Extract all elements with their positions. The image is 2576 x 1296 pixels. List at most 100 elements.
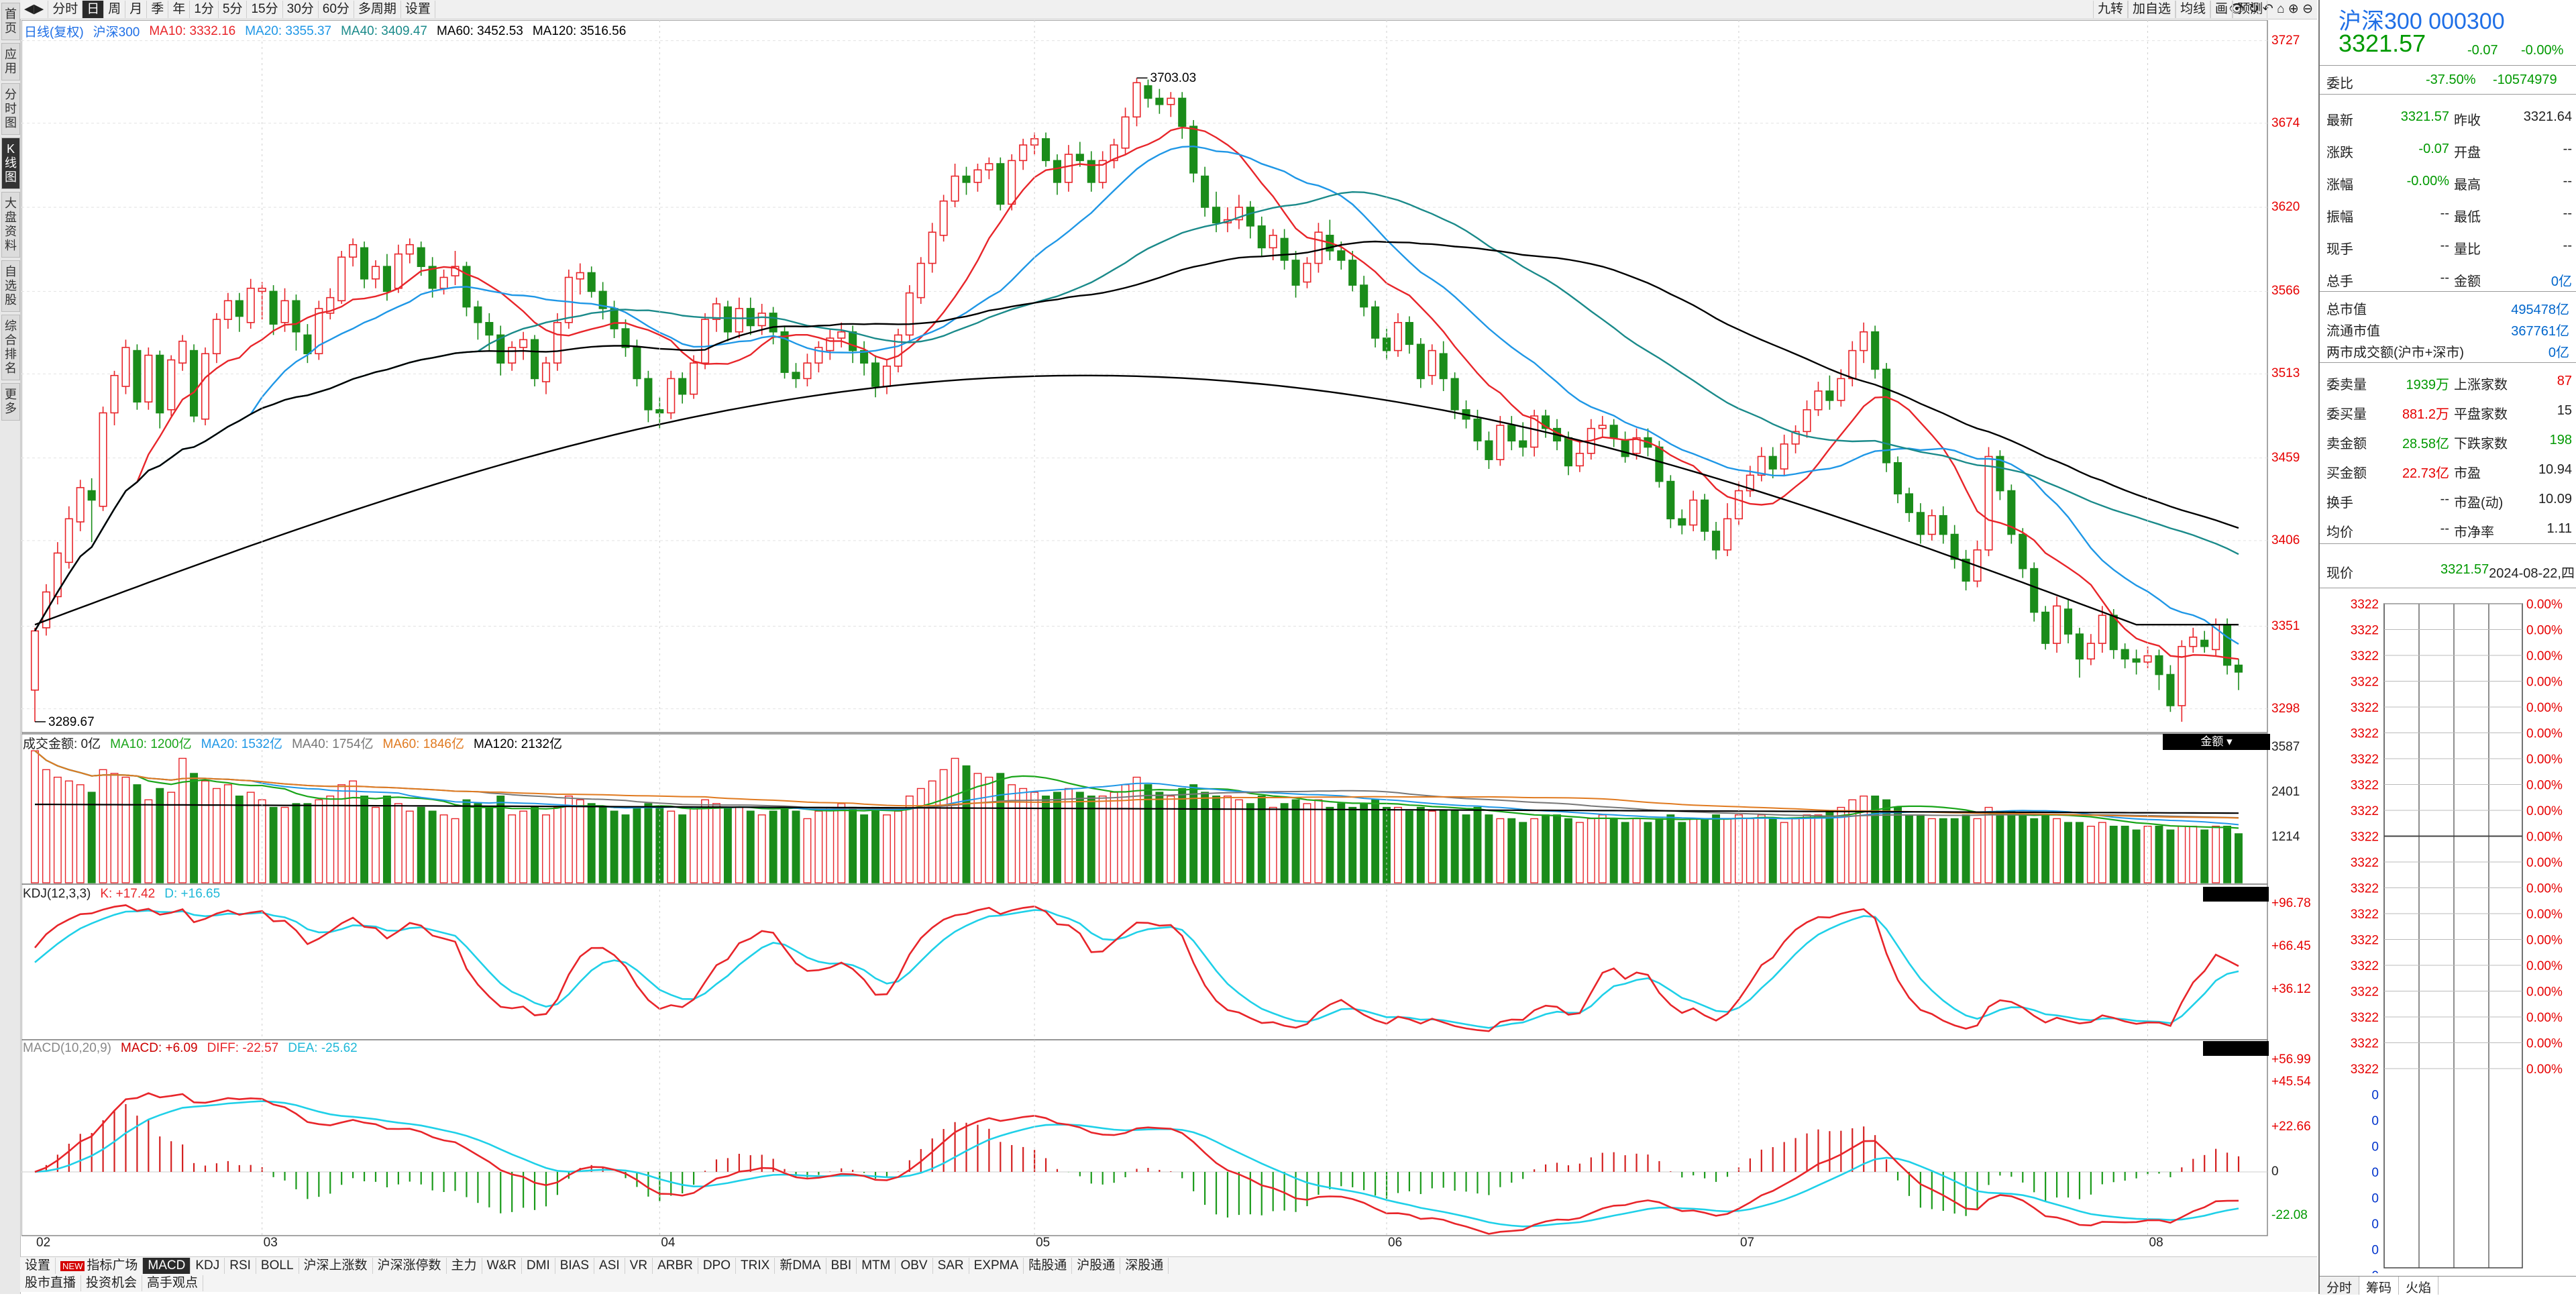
panel-tab-1[interactable]: 筹码 xyxy=(2359,1277,2400,1295)
candle[interactable] xyxy=(1189,119,1198,182)
period-tab-8[interactable]: 15分 xyxy=(247,1,283,18)
indicator-tab-12[interactable]: ASI xyxy=(594,1258,625,1274)
candle[interactable] xyxy=(951,163,959,207)
candle[interactable] xyxy=(1314,223,1323,273)
candle[interactable] xyxy=(792,363,800,388)
candle[interactable] xyxy=(1893,456,1902,504)
candle[interactable] xyxy=(2007,484,2016,544)
candle[interactable] xyxy=(2019,528,2027,578)
candle[interactable] xyxy=(1519,422,1527,457)
candle[interactable] xyxy=(519,331,528,360)
candle[interactable] xyxy=(1075,142,1084,167)
sidebar-tab-2[interactable]: 分时图 xyxy=(1,83,20,135)
indicator-tab-18[interactable]: BBI xyxy=(826,1258,857,1274)
candle[interactable] xyxy=(2063,600,2073,644)
candle[interactable] xyxy=(1348,251,1357,292)
candle[interactable] xyxy=(1485,431,1493,470)
candle[interactable] xyxy=(1598,416,1607,438)
candle[interactable] xyxy=(53,542,62,605)
nav-arrows-icon[interactable]: ◀▶ xyxy=(20,1,49,18)
candle[interactable] xyxy=(156,350,164,429)
candle[interactable] xyxy=(201,347,210,426)
candle[interactable] xyxy=(610,301,619,339)
toolbar-right-item-0[interactable]: 九转 xyxy=(2093,1,2129,18)
candle[interactable] xyxy=(1416,338,1425,388)
candle[interactable] xyxy=(1689,490,1698,531)
candle[interactable] xyxy=(553,313,561,371)
sidebar-tab-1[interactable]: 应用 xyxy=(1,43,20,80)
period-tab-7[interactable]: 5分 xyxy=(219,1,248,18)
candle[interactable] xyxy=(2178,640,2186,722)
indicator-tab-10[interactable]: DMI xyxy=(522,1258,555,1274)
candle[interactable] xyxy=(564,269,573,329)
candle[interactable] xyxy=(598,282,607,320)
candle[interactable] xyxy=(1132,78,1141,127)
indicator-tab-1[interactable]: NEW 指标广场 xyxy=(56,1258,144,1274)
period-tab-11[interactable]: 多周期 xyxy=(354,1,401,18)
candle[interactable] xyxy=(1996,450,2004,500)
candle[interactable] xyxy=(1780,434,1788,476)
candle[interactable] xyxy=(1530,409,1539,457)
indicator-tab-21[interactable]: SAR xyxy=(933,1258,969,1274)
candle[interactable] xyxy=(1837,369,1845,407)
candle[interactable] xyxy=(1860,322,1868,364)
candle[interactable] xyxy=(2041,606,2050,650)
candle[interactable] xyxy=(1916,503,1925,544)
candle[interactable] xyxy=(2086,634,2095,665)
candle[interactable] xyxy=(508,341,517,371)
candle[interactable] xyxy=(315,301,323,360)
candle[interactable] xyxy=(678,372,687,404)
candle[interactable] xyxy=(1632,428,1641,460)
candle[interactable] xyxy=(1360,276,1368,317)
candle[interactable] xyxy=(87,478,96,543)
candle[interactable] xyxy=(860,341,869,376)
candle[interactable] xyxy=(212,313,221,364)
candle[interactable] xyxy=(1303,257,1311,288)
candle[interactable] xyxy=(973,163,982,192)
toolbar-right-item-4[interactable]: 预测 xyxy=(2233,1,2268,18)
indicator-tab-6[interactable]: 沪深上涨数 xyxy=(299,1258,373,1274)
candle[interactable] xyxy=(700,313,710,370)
candle[interactable] xyxy=(178,335,187,371)
sidebar-tab-6[interactable]: 综合排名 xyxy=(1,315,20,380)
sidebar-tab-4[interactable]: 大盘资料 xyxy=(1,192,20,258)
candle[interactable] xyxy=(474,301,482,340)
chart-area[interactable]: 3703.03 3289.67 xyxy=(21,19,2269,1253)
candle[interactable] xyxy=(1939,506,1947,544)
candle[interactable] xyxy=(1450,372,1459,419)
candle[interactable] xyxy=(371,260,380,288)
period-tab-3[interactable]: 月 xyxy=(125,1,148,18)
candle[interactable] xyxy=(928,223,936,273)
candle[interactable] xyxy=(121,339,130,394)
candle[interactable] xyxy=(1507,416,1516,451)
candle[interactable] xyxy=(1904,487,1913,522)
candle[interactable] xyxy=(1234,195,1243,229)
mini-chart[interactable]: 3322 3322 3322 3322 3322 3322 3322 3322 3322 3322… xyxy=(2320,597,2576,1296)
candle[interactable] xyxy=(1871,325,1880,379)
candle[interactable] xyxy=(746,297,755,335)
candle[interactable] xyxy=(576,263,584,295)
period-tab-2[interactable]: 周 xyxy=(104,1,126,18)
sidebar-tab-7[interactable]: 更多 xyxy=(1,383,20,421)
candle[interactable] xyxy=(905,285,914,341)
candle[interactable] xyxy=(769,307,777,345)
candle[interactable] xyxy=(417,241,425,276)
candle[interactable] xyxy=(2234,659,2243,690)
indicator-tab-16[interactable]: TRIX xyxy=(736,1258,775,1274)
candle[interactable] xyxy=(405,238,414,264)
candle[interactable] xyxy=(1257,216,1266,258)
candle[interactable] xyxy=(1019,138,1028,170)
candle[interactable] xyxy=(99,407,107,511)
candle[interactable] xyxy=(780,325,789,379)
candle[interactable] xyxy=(541,356,551,394)
indicator-tab-2[interactable]: MACD xyxy=(143,1258,191,1274)
candle[interactable] xyxy=(1393,313,1403,357)
indicator-tab-0[interactable]: 设置 xyxy=(20,1258,56,1274)
period-tab-4[interactable]: 季 xyxy=(147,1,169,18)
panel-tab-2[interactable]: 火焰 xyxy=(2399,1277,2439,1295)
candle[interactable] xyxy=(1768,447,1777,478)
candle[interactable] xyxy=(2166,665,2175,712)
candle[interactable] xyxy=(531,335,539,386)
candle[interactable] xyxy=(1825,375,1834,410)
